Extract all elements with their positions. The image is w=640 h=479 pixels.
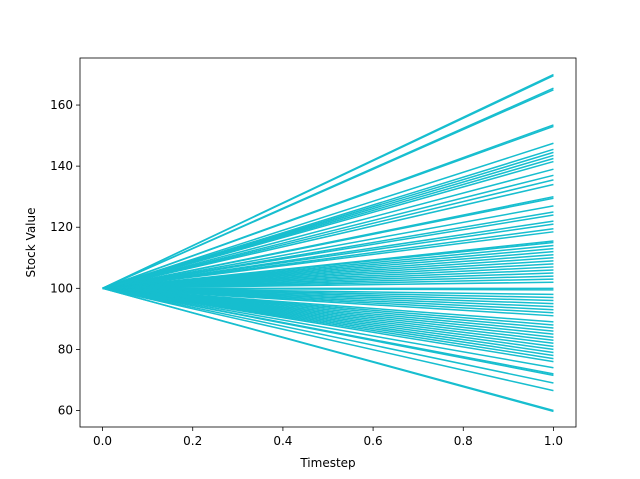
y-tick-label: 80 bbox=[58, 342, 73, 356]
y-tick-label: 120 bbox=[50, 220, 73, 234]
series-line bbox=[102, 183, 554, 290]
series-line bbox=[102, 142, 554, 290]
y-axis-ticks: 60 80 100 120 140 160 bbox=[50, 98, 80, 418]
x-tick-label: 0.0 bbox=[93, 434, 112, 448]
y-tick-label: 140 bbox=[50, 159, 73, 173]
series-line bbox=[102, 231, 554, 290]
y-tick-label: 160 bbox=[50, 98, 73, 112]
x-tick-label: 0.6 bbox=[364, 434, 383, 448]
series-line bbox=[102, 281, 554, 290]
series-line bbox=[102, 75, 554, 289]
series-line bbox=[102, 287, 554, 291]
series-line bbox=[102, 214, 554, 290]
series-line bbox=[102, 287, 554, 392]
x-axis-ticks: 0.0 0.2 0.4 0.6 0.8 1.0 bbox=[93, 427, 563, 448]
plot-frame bbox=[79, 57, 577, 428]
series-layer bbox=[102, 73, 554, 413]
y-axis-label: Stock Value bbox=[24, 208, 38, 278]
y-tick-label: 60 bbox=[58, 404, 73, 418]
series-line bbox=[102, 223, 554, 290]
series-line bbox=[102, 89, 554, 290]
series-line bbox=[102, 287, 554, 369]
y-tick-label: 100 bbox=[50, 281, 73, 295]
series-line bbox=[102, 168, 554, 290]
series-line bbox=[102, 205, 554, 290]
x-tick-label: 0.2 bbox=[183, 434, 202, 448]
series-line bbox=[102, 125, 554, 290]
series-line bbox=[102, 287, 554, 413]
series-line bbox=[102, 197, 554, 290]
x-tick-label: 1.0 bbox=[544, 434, 563, 448]
x-axis-label: Timestep bbox=[299, 456, 355, 470]
series-line bbox=[102, 287, 554, 377]
series-line bbox=[102, 287, 554, 363]
x-tick-label: 0.8 bbox=[454, 434, 473, 448]
series-line bbox=[102, 287, 554, 317]
series-line bbox=[102, 287, 554, 384]
x-tick-label: 0.4 bbox=[273, 434, 292, 448]
series-line bbox=[102, 160, 554, 290]
